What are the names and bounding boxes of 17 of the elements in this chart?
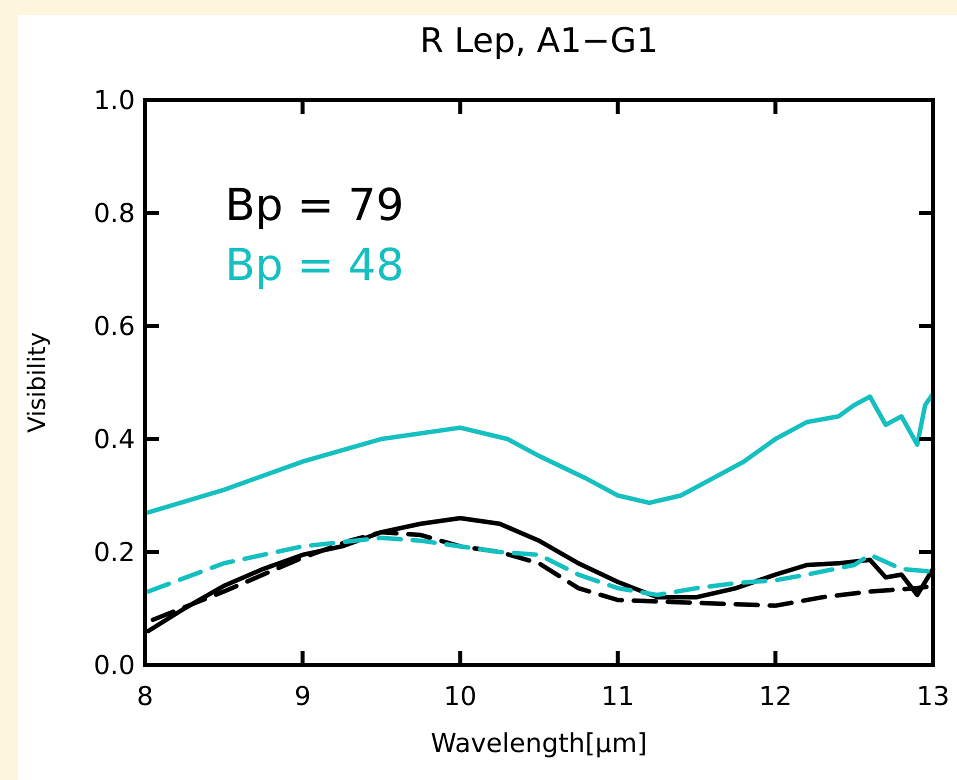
chart-title: R Lep, A1−G1 xyxy=(420,21,658,61)
y-tick-label: 0.8 xyxy=(94,199,135,229)
y-axis-title: Visibility xyxy=(23,332,51,433)
text: Bp = 79 xyxy=(225,180,404,231)
x-tick-label: 10 xyxy=(444,682,477,712)
y-tick-label: 0.2 xyxy=(94,538,135,568)
y-tick-label: 1.0 xyxy=(94,86,135,116)
y-tick-label: 0.0 xyxy=(94,651,135,681)
x-tick-label: 12 xyxy=(758,682,792,712)
y-tick-label: 0.6 xyxy=(94,312,135,342)
x-axis-title: Wavelength[μm] xyxy=(430,729,648,759)
x-tick-label: 9 xyxy=(294,682,311,712)
x-tick-label: 8 xyxy=(136,682,154,712)
y-tick-label: 0.4 xyxy=(94,425,135,455)
text: Bp = 48 xyxy=(225,240,404,291)
x-tick-label: 11 xyxy=(601,682,634,712)
x-tick-label: 13 xyxy=(916,682,950,712)
